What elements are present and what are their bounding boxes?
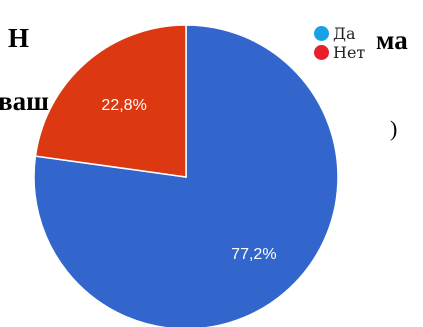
pie-label-no: 22,8%	[101, 97, 146, 114]
title-fragment-right: ма	[376, 25, 408, 55]
legend-label-no: Нет	[333, 43, 366, 62]
legend-swatch-yes	[314, 26, 329, 41]
subtitle-fragment-left: ваш	[0, 86, 49, 116]
chart-legend: Да Нет	[314, 24, 365, 62]
legend-item-yes: Да	[314, 24, 365, 43]
pie-slice-yes	[33, 24, 339, 327]
pie-label-yes: 77,2%	[231, 246, 276, 263]
legend-swatch-no	[314, 45, 329, 60]
title-fragment-left: Н	[8, 23, 30, 53]
pie-slice-no	[34, 24, 187, 178]
subtitle-fragment-right: )	[390, 116, 398, 141]
legend-label-yes: Да	[333, 24, 356, 43]
legend-item-no: Нет	[314, 43, 365, 62]
